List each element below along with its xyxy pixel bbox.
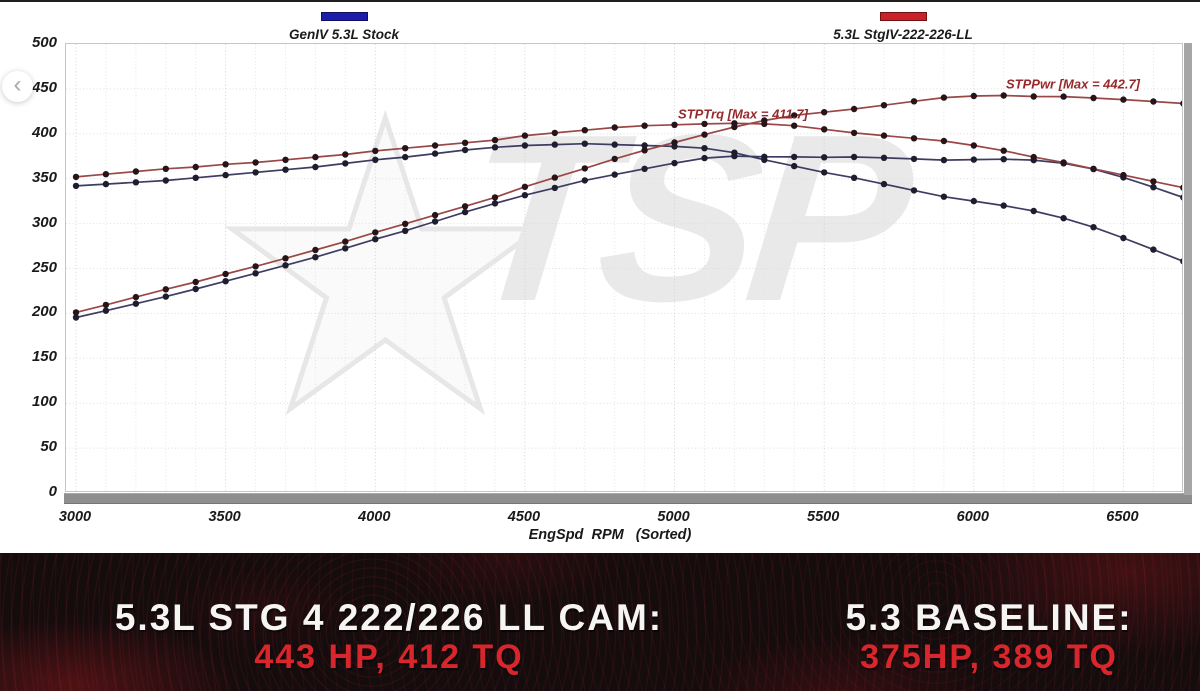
banner-left-result: 443 HP, 412 TQ bbox=[254, 638, 524, 676]
x-tick-label: 4000 bbox=[358, 509, 391, 525]
vertical-scrollbar[interactable] bbox=[1184, 43, 1192, 495]
y-tick-label: 150 bbox=[31, 348, 57, 366]
dyno-plot-svg bbox=[66, 44, 1182, 491]
x-tick-label: 3500 bbox=[208, 509, 241, 525]
torque-max-annotation: STPTrq [Max = 411.7] bbox=[678, 106, 808, 122]
x-tick-label: 3000 bbox=[58, 509, 92, 525]
legend-item-stock: GenIV 5.3L Stock bbox=[279, 8, 409, 42]
legend-label-stg4: 5.3L StgIV-222-226-LL bbox=[833, 27, 973, 42]
y-tick-label: 300 bbox=[31, 213, 57, 231]
x-tick-label: 5500 bbox=[807, 509, 840, 525]
legend-swatch-stg4 bbox=[879, 12, 927, 21]
banner-right-block: 5.3 BASELINE: 375HP, 389 TQ bbox=[778, 597, 1200, 677]
power-max-annotation: STPPwr [Max = 442.7] bbox=[1005, 76, 1141, 92]
y-tick-label: 350 bbox=[31, 168, 57, 186]
top-divider bbox=[0, 0, 1200, 2]
legend-item-stg4: 5.3L StgIV-222-226-LL bbox=[823, 8, 983, 42]
y-tick-label: 450 bbox=[31, 78, 57, 96]
x-tick-label: 6000 bbox=[956, 509, 989, 525]
x-tick-label: 4500 bbox=[507, 509, 541, 525]
horizontal-scrollbar[interactable] bbox=[64, 493, 1192, 504]
y-tick-label: 500 bbox=[31, 34, 57, 51]
y-tick-label: 200 bbox=[31, 303, 57, 321]
y-tick-label: 0 bbox=[48, 483, 57, 500]
chevron-left-icon: ‹ bbox=[13, 71, 22, 98]
carousel-prev-button[interactable]: ‹ bbox=[2, 71, 33, 102]
banner-left-block: 5.3L STG 4 222/226 LL CAM: 443 HP, 412 T… bbox=[0, 597, 778, 677]
x-axis-title: EngSpd RPM (Sorted) bbox=[528, 527, 692, 543]
legend-label-stock: GenIV 5.3L Stock bbox=[288, 27, 400, 42]
banner-left-headline: 5.3L STG 4 222/226 LL CAM: bbox=[114, 597, 664, 638]
x-tick-label: 5000 bbox=[657, 509, 690, 525]
y-tick-label: 250 bbox=[31, 258, 57, 276]
y-tick-label: 50 bbox=[40, 438, 57, 456]
banner-right-result: 375HP, 389 TQ bbox=[860, 638, 1118, 676]
results-banner: 5.3L STG 4 222/226 LL CAM: 443 HP, 412 T… bbox=[0, 553, 1200, 691]
plot-area: ★ TSP STPTrq [Max = 411.7] STPPwr [Max =… bbox=[65, 43, 1183, 492]
legend-swatch-stock bbox=[320, 12, 368, 21]
y-tick-label: 100 bbox=[31, 393, 57, 411]
y-tick-label: 400 bbox=[31, 123, 57, 141]
banner-right-headline: 5.3 BASELINE: bbox=[845, 597, 1133, 638]
x-tick-label: 6500 bbox=[1106, 509, 1139, 525]
